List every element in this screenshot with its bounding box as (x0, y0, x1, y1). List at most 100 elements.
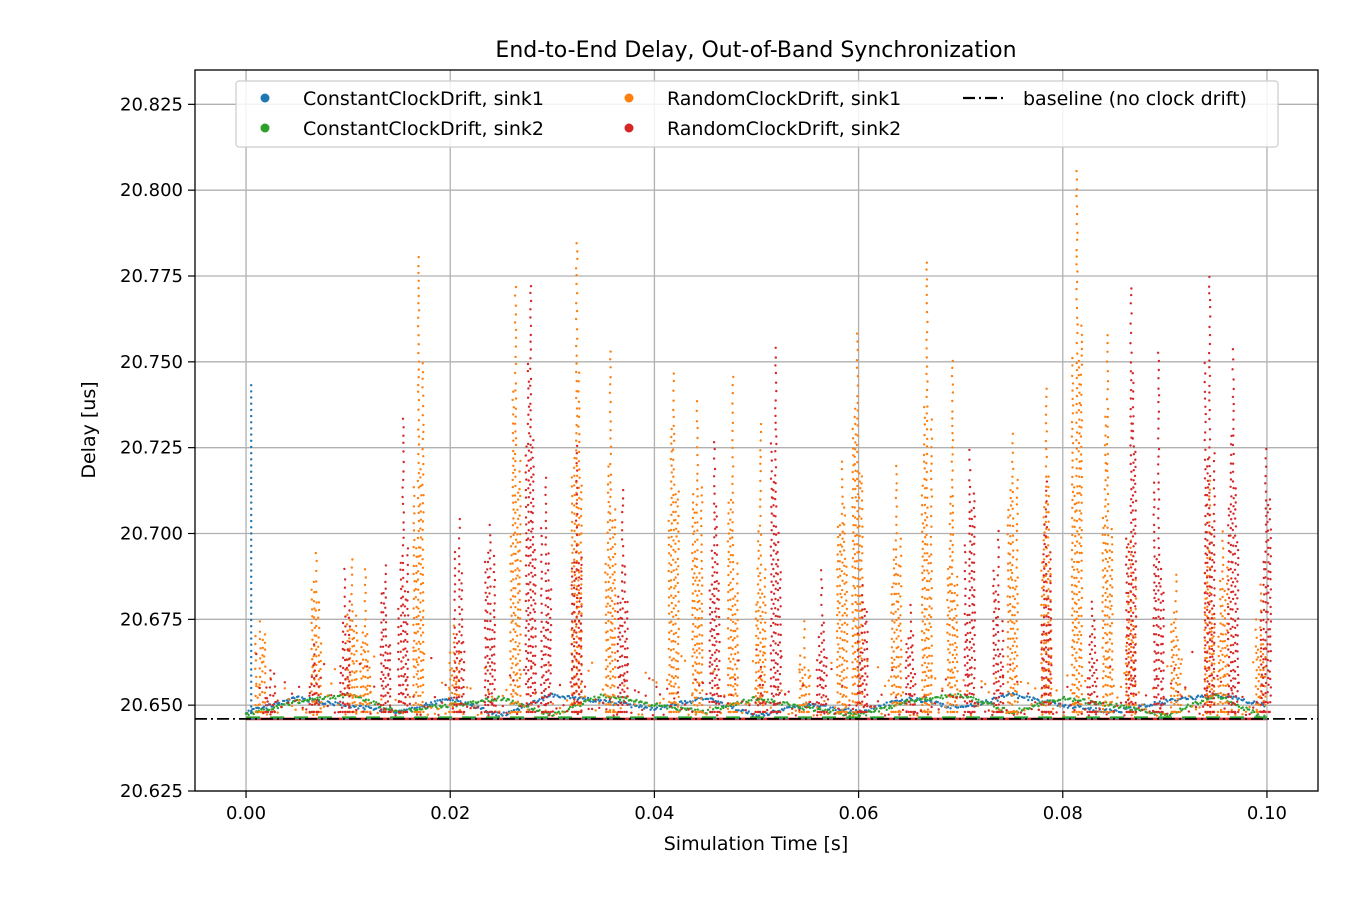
random-sink2-point (407, 573, 409, 575)
random-sink1-point (518, 488, 520, 490)
random-sink1-point (1080, 426, 1082, 428)
random-sink1-point (1257, 711, 1259, 713)
random-sink1-point (1011, 614, 1013, 616)
random-sink1-point (1262, 661, 1264, 663)
random-sink1-point (514, 423, 516, 425)
random-sink2-point (400, 668, 402, 670)
random-sink1-point (836, 658, 838, 660)
random-sink1-point (422, 463, 424, 465)
random-sink2-point (404, 590, 406, 592)
random-sink1-point (897, 693, 899, 695)
random-sink1-point (577, 425, 579, 427)
random-sink1-point (755, 671, 757, 673)
random-sink1-point (930, 505, 932, 507)
random-sink1-point (727, 674, 729, 676)
random-sink1-point (1111, 701, 1113, 703)
random-sink1-point (841, 589, 843, 591)
random-sink1-point (612, 607, 614, 609)
constant-sink2-point (444, 704, 446, 706)
random-sink1-point (759, 449, 761, 451)
random-sink1-point (892, 650, 894, 652)
random-sink1-point (666, 679, 668, 681)
random-sink1-point (422, 424, 424, 426)
random-sink1-point (803, 656, 805, 658)
random-sink1-point (1043, 558, 1045, 560)
constant-sink2-point (661, 705, 663, 707)
random-sink1-point (349, 619, 351, 621)
random-sink1-point (291, 705, 293, 707)
random-sink1-point (949, 512, 951, 514)
random-sink1-point (571, 552, 573, 554)
constant-sink2-point (1179, 707, 1181, 709)
random-sink1-point (277, 712, 279, 714)
random-sink1-point (841, 538, 843, 540)
random-sink1-point (1050, 688, 1052, 690)
random-sink1-point (415, 547, 417, 549)
random-sink1-point (259, 631, 261, 633)
random-sink1-point (607, 703, 609, 705)
random-sink1-point (310, 589, 312, 591)
constant-sink2-point (926, 699, 928, 701)
random-sink1-point (954, 700, 956, 702)
random-sink1-point (264, 701, 266, 703)
random-sink1-point (727, 708, 729, 710)
constant-sink2-point (273, 706, 275, 708)
random-sink1-point (696, 410, 698, 412)
random-sink1-point (916, 714, 918, 716)
constant-sink2-point (832, 709, 834, 711)
random-sink1-point (1125, 687, 1127, 689)
random-sink1-point (1181, 658, 1183, 660)
random-sink2-point (404, 647, 406, 649)
constant-sink1-transient-point (250, 477, 252, 479)
constant-sink2-point (809, 707, 811, 709)
random-sink1-point (1071, 364, 1073, 366)
random-sink1-point (803, 620, 805, 622)
random-sink1-point (1213, 663, 1215, 665)
random-sink1-point (1104, 592, 1106, 594)
random-sink1-point (518, 685, 520, 687)
random-sink1-point (311, 629, 313, 631)
random-sink1-point (931, 438, 933, 440)
random-sink1-point (1080, 634, 1082, 636)
random-sink1-point (952, 526, 954, 528)
random-sink1-point (417, 599, 419, 601)
constant-sink2-point (367, 699, 369, 701)
random-sink1-point (846, 624, 848, 626)
random-sink1-point (414, 666, 416, 668)
constant-sink2-point (574, 704, 576, 706)
random-sink1-point (692, 623, 694, 625)
random-sink1-point (555, 713, 557, 715)
random-sink1-point (1104, 542, 1106, 544)
random-sink1-point (949, 576, 951, 578)
random-sink1-point (893, 559, 895, 561)
random-sink1-point (926, 524, 928, 526)
random-sink1-point (1076, 270, 1078, 272)
random-sink1-point (895, 516, 897, 518)
random-sink1-point (413, 650, 415, 652)
random-sink1-point (757, 661, 759, 663)
random-sink1-point (947, 640, 949, 642)
random-sink1-point (511, 562, 513, 564)
random-sink1-point (1104, 488, 1106, 490)
random-sink1-point (696, 635, 698, 637)
constant-sink2-point (630, 699, 632, 701)
random-sink1-point (861, 552, 863, 554)
random-sink1-point (1071, 507, 1073, 509)
random-sink1-point (1106, 398, 1108, 400)
constant-sink1-point (1253, 700, 1255, 702)
random-sink1-point (612, 536, 614, 538)
random-sink1-point (1227, 713, 1229, 715)
random-sink1-point (1260, 592, 1262, 594)
random-sink1-point (709, 706, 711, 708)
random-sink1-point (851, 627, 853, 629)
random-sink1-point (852, 540, 854, 542)
random-sink1-point (1080, 560, 1082, 562)
random-sink1-point (921, 664, 923, 666)
random-sink1-point (318, 670, 320, 672)
random-sink1-point (1217, 711, 1219, 713)
random-sink1-point (677, 505, 679, 507)
random-sink1-point (927, 638, 929, 640)
random-sink1-point (672, 666, 674, 668)
constant-sink2-point (558, 711, 560, 713)
random-sink1-point (702, 711, 704, 713)
